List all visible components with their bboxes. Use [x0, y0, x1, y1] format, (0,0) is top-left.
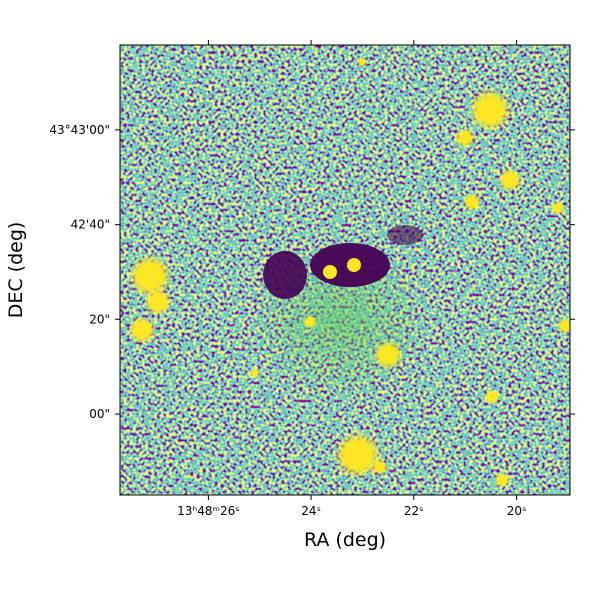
plot-frame [119, 44, 571, 496]
sky-image [120, 45, 570, 495]
x-tick-label: 22ˢ [404, 504, 424, 518]
y-tick-label: 00" [89, 407, 110, 421]
y-tick-label: 42'40" [71, 218, 110, 232]
x-tick-label: 24ˢ [301, 504, 321, 518]
x-axis-label: RA (deg) [304, 529, 386, 551]
y-axis-label: DEC (deg) [5, 222, 27, 319]
x-tick-label: 20ˢ [507, 504, 527, 518]
y-tick-label: 43°43'00" [49, 123, 110, 137]
y-tick-label: 20" [89, 312, 110, 326]
x-tick-label: 13ʰ48ᵐ26ˢ [177, 504, 240, 518]
